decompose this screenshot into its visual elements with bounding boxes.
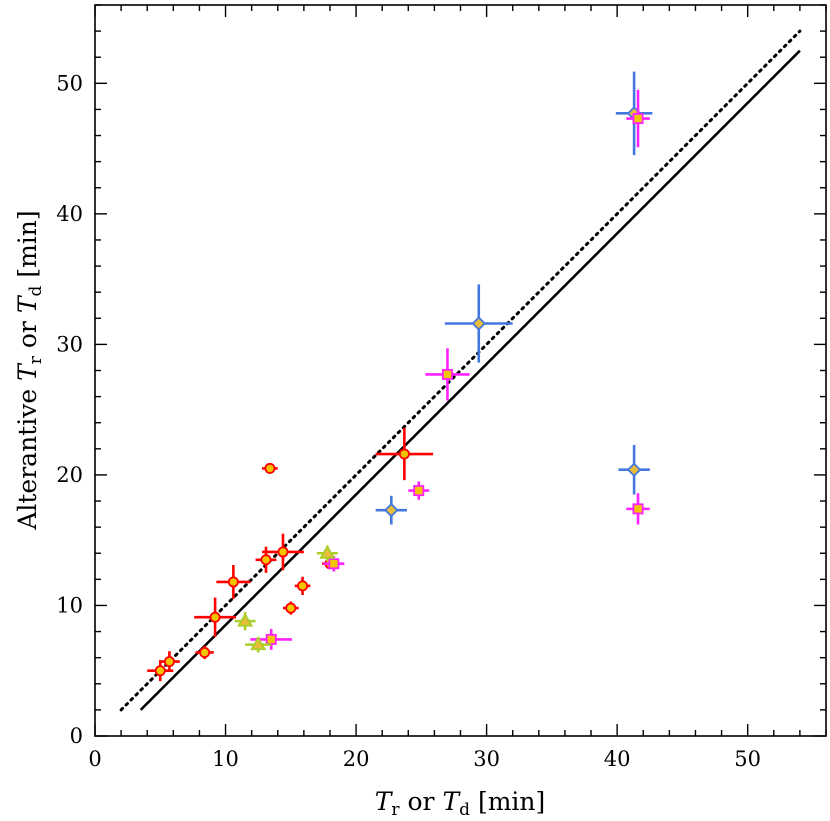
red-circles-point xyxy=(262,462,278,474)
red-circles-point xyxy=(375,427,434,481)
y-axis-label: Alterantive Tr or Td [min] xyxy=(13,210,46,530)
circle-marker xyxy=(398,448,410,460)
circle-marker xyxy=(154,665,166,677)
red-circles-point xyxy=(294,576,311,596)
axis-ticks: 0 10 20 30 40 50 0 10 20 30 40 50 xyxy=(56,4,827,771)
diamond-marker xyxy=(384,502,399,518)
red-circles-point xyxy=(195,645,214,659)
square-marker xyxy=(328,558,340,570)
red-circles-point xyxy=(158,651,180,673)
green-triangles-point xyxy=(245,636,272,653)
red-circles-point xyxy=(255,546,277,573)
y-tick-label: 30 xyxy=(56,332,83,356)
diamond-marker xyxy=(471,316,487,331)
magenta-squares-point xyxy=(425,348,470,401)
green-triangles-point xyxy=(316,544,338,562)
x-axis-label: Tr or Td [min] xyxy=(375,787,546,820)
triangle-marker xyxy=(237,612,254,627)
circle-marker xyxy=(264,462,276,474)
circle-marker xyxy=(199,646,211,658)
dotted-identity-line xyxy=(119,29,802,712)
x-tick-label: 20 xyxy=(343,747,370,771)
circle-marker xyxy=(277,546,289,558)
blue-diamonds-point xyxy=(444,284,513,363)
circle-marker xyxy=(209,611,221,623)
reference-lines xyxy=(119,29,802,712)
magenta-squares-point xyxy=(408,481,430,500)
y-tick-label: 20 xyxy=(56,463,83,487)
circle-marker xyxy=(163,656,175,668)
solid-fit-line xyxy=(139,49,801,711)
magenta-squares-point xyxy=(626,89,650,148)
y-tick-label: 0 xyxy=(70,724,83,748)
x-tick-label: 50 xyxy=(734,747,761,771)
circle-marker xyxy=(297,580,309,592)
diamond-marker xyxy=(626,462,642,477)
red-circles-point xyxy=(194,597,236,637)
circle-marker xyxy=(285,602,297,614)
x-tick-label: 0 xyxy=(88,747,101,771)
red-circles-point xyxy=(216,564,251,599)
square-marker xyxy=(632,113,644,125)
green-triangles-point xyxy=(234,611,256,631)
triangle-marker xyxy=(250,636,267,651)
red-circles-point xyxy=(282,601,299,615)
red-circles-point xyxy=(262,533,304,571)
square-marker xyxy=(441,368,453,380)
square-marker xyxy=(265,633,277,645)
data-points xyxy=(147,71,653,682)
y-tick-label: 50 xyxy=(56,71,83,95)
y-tick-label: 10 xyxy=(56,593,83,617)
triangle-marker xyxy=(319,544,336,559)
circle-marker xyxy=(227,576,239,588)
square-marker xyxy=(413,485,425,497)
blue-diamonds-point xyxy=(375,495,407,525)
circle-marker xyxy=(260,554,272,566)
y-tick-label: 40 xyxy=(56,202,83,226)
blue-diamonds-point xyxy=(618,444,650,495)
x-tick-label: 10 xyxy=(212,747,239,771)
square-marker xyxy=(632,503,644,515)
x-tick-label: 30 xyxy=(473,747,500,771)
magenta-squares-point xyxy=(626,493,650,525)
x-tick-label: 40 xyxy=(604,747,631,771)
